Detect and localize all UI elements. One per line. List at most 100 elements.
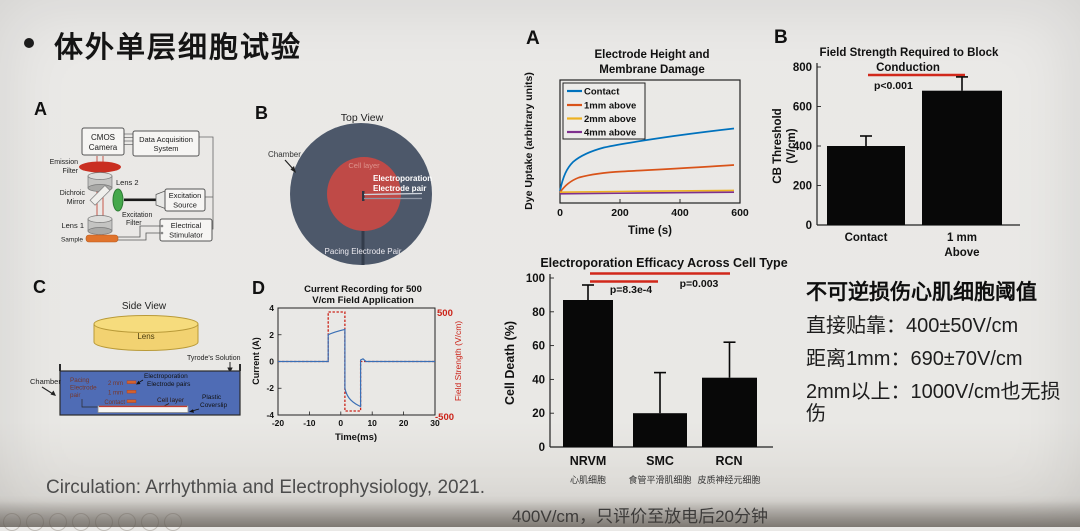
- watermark-circle: [3, 513, 21, 531]
- coverslip-label-1: Plastic: [202, 394, 222, 401]
- daq-label-2: System: [153, 144, 178, 153]
- ep-pairs-label-1: Electroporation: [144, 373, 188, 380]
- ep-pair-label-1: Electroporation: [373, 174, 432, 183]
- x-tick-label: 200: [611, 207, 629, 219]
- chart-title-line2: Conduction: [876, 62, 940, 74]
- y-tick-label: 0: [806, 220, 812, 232]
- bar-1mm-above: [922, 90, 1002, 225]
- lens1-shape: [87, 215, 113, 235]
- p-value: p<0.001: [874, 80, 913, 92]
- series-contact: [559, 127, 735, 192]
- y-tick-label: 2: [269, 330, 274, 340]
- x-tick-label: 400: [671, 207, 689, 219]
- chart-title-line1: Field Strength Required to Block: [820, 47, 1000, 59]
- watermark-circles: [3, 513, 182, 531]
- topview-diagram-panel: B Top View Cell layer Electroporation El…: [255, 103, 432, 265]
- threshold-line-1mm: 距离1mm：690±70V/cm: [806, 348, 1023, 370]
- bar-nrvm: [563, 300, 613, 447]
- stimulator-label-2: Stimulator: [169, 231, 203, 240]
- current-trace: [278, 328, 435, 408]
- y-tick-label: 40: [532, 375, 545, 387]
- cmos-label-1: CMOS: [91, 133, 115, 142]
- emission-filter-disc: [79, 161, 121, 173]
- y-axis-label-left: Current (A): [251, 337, 261, 385]
- gap-2mm-label: 2 mm: [108, 381, 123, 387]
- page-title: 体外单层细胞试验: [54, 32, 303, 64]
- x-tick-label: 600: [731, 207, 749, 219]
- y-axis-label-line1: CB Threshold: [772, 108, 784, 183]
- panel-label-b: B: [255, 103, 268, 123]
- y-tick-label: -4: [266, 410, 274, 420]
- legend-label-1mm: 1mm above: [584, 101, 636, 112]
- tyrodes-arrow: [227, 362, 233, 373]
- y-tick-label: 100: [526, 273, 545, 285]
- watermark-circle: [72, 513, 90, 531]
- dichroic-mirror-shape: [89, 184, 111, 206]
- y-tick-label: 800: [793, 62, 812, 74]
- y-tick-label: 60: [532, 341, 545, 353]
- ep-pair-label-2: Electrode pair: [373, 184, 426, 193]
- beam-horn: [155, 190, 166, 210]
- x-cat-label: SMC: [646, 454, 674, 468]
- lens2-label: Lens 2: [116, 178, 139, 187]
- y-tick-label: 0: [539, 442, 545, 454]
- gap-1mm-label: 1 mm: [108, 391, 123, 397]
- y-tick-label: -2: [266, 383, 274, 393]
- pacing-lead-line: [81, 399, 98, 408]
- topview-title: Top View: [341, 112, 384, 124]
- panel-label-a-mid: A: [526, 28, 540, 49]
- x-tick-label: 10: [367, 418, 377, 428]
- series-1mm: [559, 164, 735, 193]
- x-tick-label: 30: [430, 418, 440, 428]
- threshold-heading: 不可逆损伤心肌细胞阈值: [806, 281, 1037, 304]
- watermark-circle: [49, 513, 67, 531]
- x-tick-label: 0: [557, 207, 563, 219]
- x-cat-label-above: Above: [944, 247, 979, 259]
- legend-box: [562, 82, 646, 140]
- excitation-source-box: [164, 188, 206, 212]
- cell-layer-label: Cell layer: [348, 161, 380, 170]
- y-tick-label: 0: [269, 357, 274, 367]
- chamber-label: Chamber: [268, 150, 301, 159]
- watermark-circle: [164, 513, 182, 531]
- citation: Circulation: Arrhythmia and Electrophysi…: [46, 477, 485, 498]
- bar-rcn: [702, 377, 757, 447]
- dichroic-label-2: Mirror: [67, 199, 86, 206]
- excitation-beam: [124, 198, 157, 202]
- excitation-filter-label-2: Filter: [126, 220, 142, 227]
- pacing-pair-label: Pacing Electrode Pair: [325, 247, 402, 256]
- pacing-label-1: Pacing: [70, 377, 90, 384]
- chart-title-line1: Current Recording for 500: [304, 284, 422, 295]
- y-axis-label: Cell Death (%): [503, 321, 517, 405]
- lens1-label: Lens 1: [61, 221, 84, 230]
- panel-label-b-right: B: [774, 27, 788, 48]
- coverslip-arrow: [189, 408, 200, 413]
- series-4mm: [559, 191, 735, 195]
- x-cat-sublabel: 食管平滑肌细胞: [628, 474, 691, 485]
- chamber-arrow: [41, 386, 56, 396]
- p-value-2: p=0.003: [680, 278, 719, 290]
- stimulator-leads: [118, 224, 164, 241]
- dichroic-label-1: Dichroic: [60, 190, 86, 197]
- dye-uptake-chart: A Electrode Height and Membrane Damage D…: [523, 28, 749, 237]
- right-tick-top: 500: [437, 308, 453, 319]
- excitation-source-label-1: Excitation: [169, 191, 202, 200]
- y-tick-marks: [817, 66, 821, 226]
- x-cat-label: NRVM: [570, 454, 607, 468]
- lens-label: Lens: [137, 332, 154, 341]
- y-tick-label: 200: [793, 181, 812, 193]
- x-cat-label-contact: Contact: [845, 232, 888, 244]
- bottom-note: 400V/cm，只评价至放电后20分钟: [512, 507, 768, 526]
- bar-smc: [633, 413, 687, 447]
- chamber-label: Chamber: [30, 377, 61, 386]
- current-recording-chart: D Current Recording for 500 V/cm Field A…: [251, 278, 463, 443]
- efficacy-bar-chart: Electroporation Efficacy Across Cell Typ…: [503, 256, 788, 485]
- y-tick-label: 20: [532, 408, 545, 420]
- watermark-circle: [95, 513, 113, 531]
- x-cat-label-1mm: 1 mm: [947, 232, 977, 244]
- chamber-arrow: [284, 159, 296, 173]
- x-tick-marks: [277, 411, 436, 415]
- x-tick-label: -10: [303, 418, 316, 428]
- sideview-title: Side View: [122, 301, 167, 312]
- error-bars: [860, 76, 968, 146]
